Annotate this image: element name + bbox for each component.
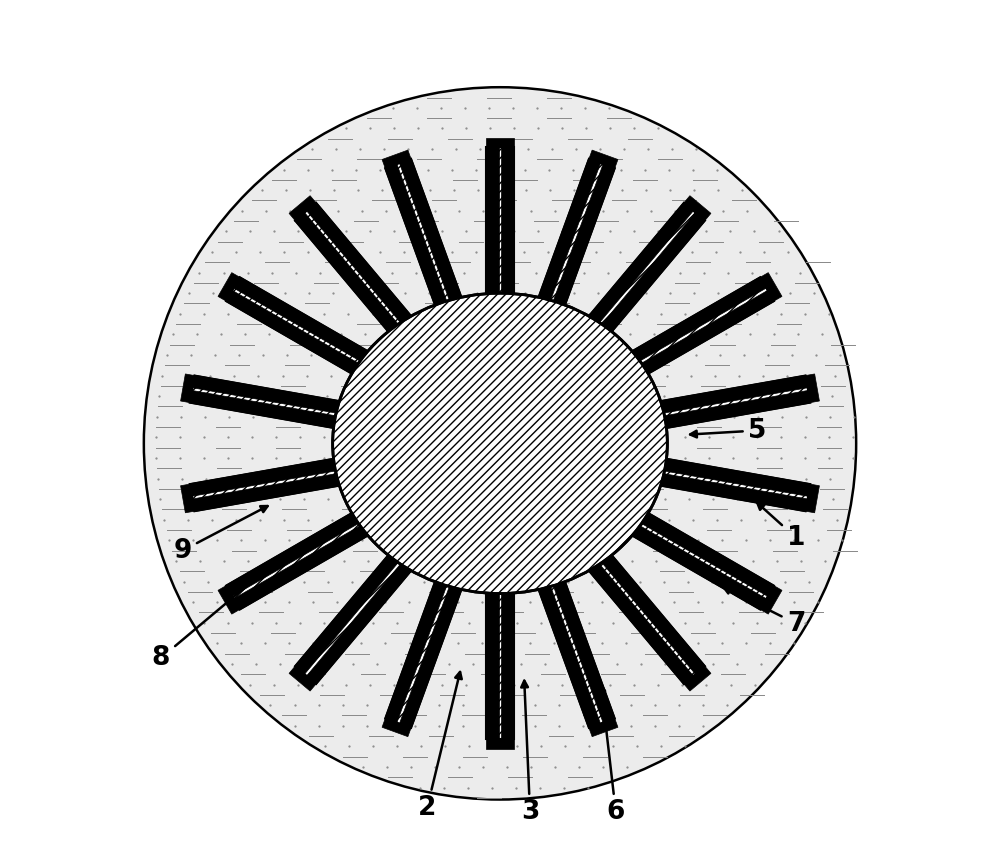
Polygon shape	[382, 150, 411, 168]
Polygon shape	[587, 551, 705, 684]
Polygon shape	[218, 273, 240, 301]
Polygon shape	[295, 203, 413, 336]
Text: 6: 6	[599, 684, 625, 826]
Text: 9: 9	[173, 506, 268, 564]
Text: 2: 2	[418, 672, 462, 821]
Polygon shape	[399, 158, 462, 304]
Polygon shape	[486, 147, 514, 298]
Polygon shape	[289, 666, 316, 691]
Polygon shape	[660, 458, 810, 496]
Polygon shape	[587, 203, 693, 325]
Polygon shape	[190, 390, 340, 429]
Polygon shape	[181, 374, 194, 403]
Polygon shape	[192, 473, 342, 511]
Polygon shape	[295, 551, 413, 684]
Polygon shape	[190, 458, 340, 496]
Polygon shape	[226, 511, 362, 597]
Polygon shape	[226, 511, 370, 610]
Polygon shape	[226, 277, 370, 376]
Polygon shape	[552, 164, 615, 309]
Polygon shape	[658, 375, 808, 414]
Polygon shape	[181, 484, 194, 513]
Polygon shape	[552, 578, 615, 722]
Polygon shape	[760, 585, 782, 614]
Text: 3: 3	[521, 681, 539, 826]
Polygon shape	[218, 585, 240, 614]
Polygon shape	[385, 158, 462, 309]
Polygon shape	[190, 375, 342, 429]
Polygon shape	[660, 390, 810, 429]
Polygon shape	[486, 138, 514, 147]
Polygon shape	[307, 203, 413, 325]
Polygon shape	[684, 195, 711, 220]
Polygon shape	[486, 740, 514, 749]
Polygon shape	[630, 277, 766, 363]
Polygon shape	[501, 589, 514, 740]
Ellipse shape	[333, 294, 667, 593]
Polygon shape	[385, 164, 448, 309]
Polygon shape	[806, 374, 819, 403]
Polygon shape	[192, 375, 342, 414]
Polygon shape	[190, 458, 342, 511]
Text: 7: 7	[724, 587, 805, 636]
Polygon shape	[630, 511, 774, 610]
Text: 5: 5	[690, 418, 767, 443]
Polygon shape	[385, 578, 448, 722]
Polygon shape	[295, 213, 401, 336]
Polygon shape	[658, 458, 810, 511]
Polygon shape	[399, 583, 462, 728]
Polygon shape	[589, 719, 618, 737]
Polygon shape	[630, 523, 766, 610]
Polygon shape	[385, 578, 462, 728]
Polygon shape	[486, 147, 499, 298]
Polygon shape	[684, 666, 711, 691]
Text: 1: 1	[757, 503, 805, 551]
Polygon shape	[587, 203, 705, 336]
Polygon shape	[234, 277, 370, 363]
Polygon shape	[486, 589, 499, 740]
Polygon shape	[538, 578, 615, 728]
Polygon shape	[658, 375, 810, 429]
Circle shape	[144, 87, 856, 800]
Polygon shape	[638, 290, 774, 376]
Polygon shape	[760, 273, 782, 301]
Polygon shape	[234, 523, 370, 610]
Polygon shape	[538, 583, 601, 728]
Polygon shape	[587, 561, 693, 684]
Polygon shape	[589, 150, 618, 168]
Polygon shape	[501, 147, 514, 298]
Polygon shape	[307, 561, 413, 684]
Text: 8: 8	[152, 572, 264, 671]
Polygon shape	[638, 511, 774, 597]
Polygon shape	[806, 484, 819, 513]
Polygon shape	[486, 589, 514, 740]
Polygon shape	[295, 551, 401, 674]
Polygon shape	[599, 213, 705, 336]
Polygon shape	[538, 158, 601, 304]
Polygon shape	[382, 719, 411, 737]
Polygon shape	[538, 158, 615, 309]
Polygon shape	[289, 195, 316, 220]
Polygon shape	[630, 277, 774, 376]
Polygon shape	[599, 551, 705, 674]
Polygon shape	[658, 473, 808, 511]
Polygon shape	[226, 290, 362, 376]
